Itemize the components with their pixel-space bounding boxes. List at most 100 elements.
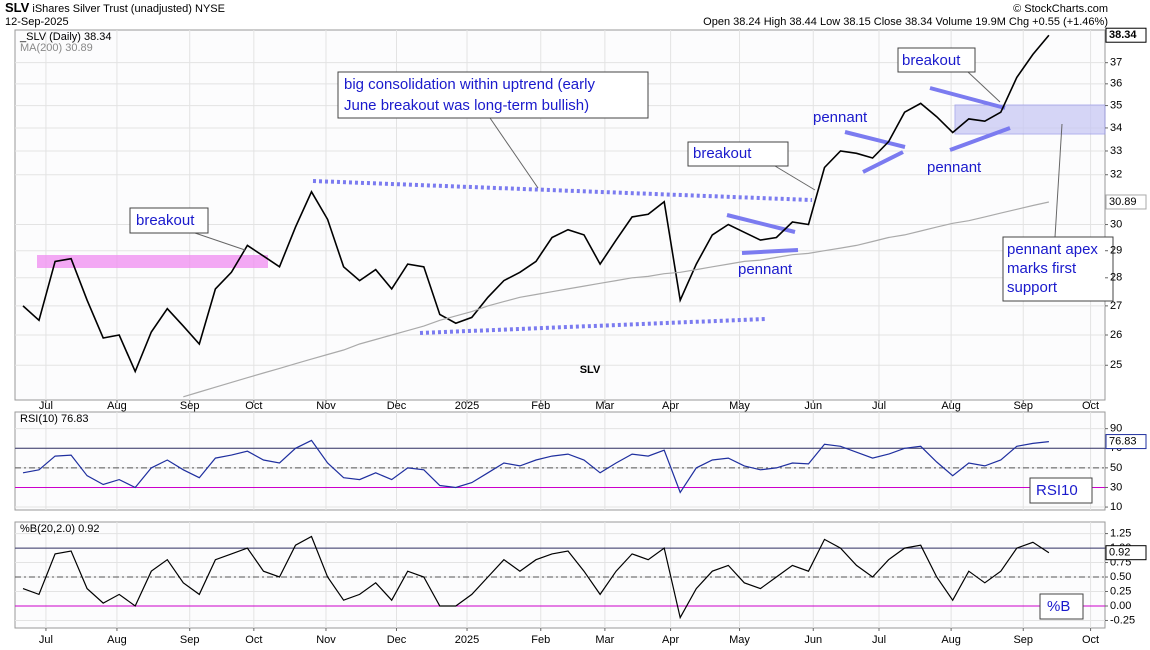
annotation: pennant (813, 109, 868, 126)
y-tick-label: 0.25 (1110, 585, 1131, 597)
x-tick-label: Sep (1013, 634, 1033, 646)
x-tick-label: Oct (1082, 634, 1099, 646)
date: 12-Sep-2025 (5, 16, 69, 28)
value-tag (1105, 27, 1147, 43)
x-tick-label: Jun (804, 400, 822, 412)
quote: Open 38.24 High 38.44 Low 38.15 Close 38… (703, 16, 1108, 28)
value-tag (1105, 545, 1147, 561)
x-tick-label: Aug (941, 634, 961, 646)
value-tag-label: 38.34 (1109, 29, 1137, 41)
x-tick-label: Oct (1082, 400, 1099, 412)
annotation: breakout (136, 212, 195, 229)
x-tick-label: Mar (595, 400, 614, 412)
header-line: SLV iShares Silver Trust (unadjusted) NY… (5, 0, 225, 15)
y-tick-label: 36 (1110, 78, 1122, 90)
data-layer (15, 34, 1105, 620)
y-tick-label: -0.25 (1110, 614, 1135, 626)
x-tick-label: 2025 (455, 400, 479, 412)
pointer (967, 71, 1001, 103)
watermark: SLV (580, 364, 601, 376)
value-tag-label: 76.83 (1109, 435, 1137, 447)
y-tick-label: 37 (1110, 57, 1122, 69)
annotation: breakout (902, 52, 961, 69)
callout-box (129, 207, 209, 234)
pennant-lines (726, 213, 799, 255)
pointer (489, 117, 539, 189)
y-tick-label: 25 (1110, 359, 1122, 371)
callout-box (897, 47, 976, 73)
value-tag-label: 30.89 (1109, 196, 1137, 208)
trendline (312, 179, 813, 202)
pointer (194, 232, 246, 251)
annotation: pennant apex (1007, 241, 1098, 258)
series-line (183, 201, 1050, 398)
annotation: pennant (738, 261, 793, 278)
pennant-lines (844, 130, 906, 174)
value-tag (1105, 194, 1147, 210)
x-tick-label: Feb (531, 634, 550, 646)
annotation: marks first (1007, 260, 1077, 277)
x-tick-label: Jun (804, 634, 822, 646)
y-tick-label: 0.50 (1110, 571, 1131, 583)
y-tick-label: 30 (1110, 218, 1122, 230)
x-tick-label: Nov (316, 634, 336, 646)
panel-label-box (1039, 593, 1084, 620)
legend-name: MA(200) (20, 42, 62, 54)
x-tick-label: Dec (387, 400, 407, 412)
x-tick-label: Sep (1013, 400, 1033, 412)
legend-entry: MA(200) 30.89 (20, 42, 93, 54)
x-tick-label: Oct (245, 400, 262, 412)
y-tick-label: 32 (1110, 169, 1122, 181)
x-tick-label: 2025 (455, 634, 479, 646)
panel-label-box (1029, 477, 1093, 504)
legend-value: 0.92 (78, 523, 99, 535)
legend-value: 38.34 (84, 31, 112, 43)
support-zone (954, 104, 1106, 135)
x-tick-label: Dec (387, 634, 407, 646)
y-tick-label: 34 (1110, 122, 1122, 134)
security-name: iShares Silver Trust (unadjusted) (32, 3, 192, 15)
x-tick-label: Apr (662, 400, 679, 412)
legend-name: _SLV (Daily) (19, 31, 81, 43)
source: © StockCharts.com (1013, 3, 1108, 15)
annotations: breakout big consolidation within uptren… (129, 47, 1114, 620)
x-tick-label: Jul (39, 400, 53, 412)
symbol: SLV (5, 0, 30, 15)
x-tick-label: Nov (316, 400, 336, 412)
callout-box (1002, 236, 1114, 302)
annotation: big consolidation within uptrend (early (344, 76, 595, 93)
legend-entry: %B(20,2.0) 0.92 (20, 523, 100, 535)
breakout-zone (37, 255, 268, 268)
series-line (22, 439, 1049, 494)
y-tick-label: 1.25 (1110, 527, 1131, 539)
rsi-panel (14, 411, 1106, 511)
y-tick-label: 90 (1110, 423, 1122, 435)
x-tick-label: Aug (941, 400, 961, 412)
y-tick-label: 29 (1110, 245, 1122, 257)
annotation: pennant (927, 159, 982, 176)
x-tick-label: Jul (39, 634, 53, 646)
pctb-panel (14, 521, 1106, 629)
pointer (774, 165, 816, 191)
x-tick-label: Oct (245, 634, 262, 646)
y-tick-label: 33 (1110, 145, 1122, 157)
x-tick-label: May (729, 400, 750, 412)
exchange: NYSE (195, 3, 225, 15)
x-tick-label: Aug (107, 400, 127, 412)
y-tick-label: 27 (1110, 300, 1122, 312)
y-tick-label: 28 (1110, 272, 1122, 284)
series-line (22, 34, 1050, 374)
y-tick-label: 50 (1110, 462, 1122, 474)
grid (15, 30, 1105, 628)
legend-name: RSI(10) (20, 413, 58, 425)
series-line (22, 535, 1050, 620)
x-tick-label: Feb (531, 400, 550, 412)
y-tick-label: 0.00 (1110, 600, 1131, 612)
value-tag (1105, 434, 1147, 450)
legend-entry: RSI(10) 76.83 (20, 413, 89, 425)
y-tick-label: 35 (1110, 99, 1122, 111)
y-tick-label: 30 (1110, 481, 1122, 493)
value-tag-label: 0.92 (1109, 547, 1130, 559)
callout-box (687, 141, 789, 167)
